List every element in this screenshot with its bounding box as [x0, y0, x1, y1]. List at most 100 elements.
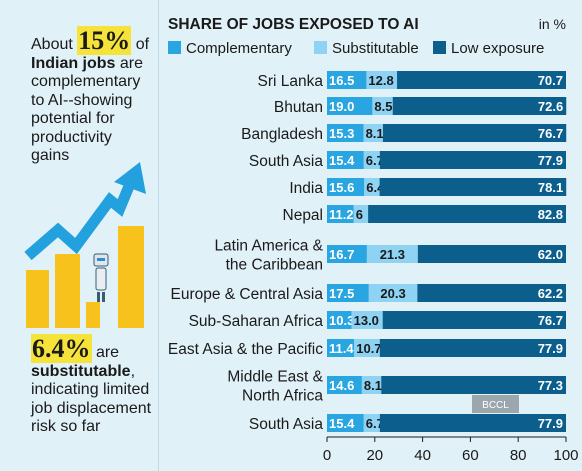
bar-segment-low-exposure [417, 284, 566, 302]
x-tick-label: 80 [510, 447, 527, 464]
data-label: 15.4 [329, 416, 355, 431]
bar-segment-substitutable [372, 97, 393, 115]
x-tick-label: 0 [323, 447, 331, 464]
blurb-substitutable: 6.4% are substitutable, indicating limit… [31, 334, 153, 437]
x-axis: 0 20 40 60 80 100 [323, 436, 579, 464]
category-label: Europe & Central Asia [170, 286, 323, 303]
category-label: South Asia [249, 153, 323, 170]
data-label: 77.3 [538, 378, 563, 393]
category-label: Bhutan [274, 99, 323, 116]
bar-segment-complementary [327, 205, 354, 223]
arrow-head-icon [114, 162, 146, 194]
robot-icon [93, 253, 109, 302]
bar-segment-complementary [327, 376, 362, 394]
x-tick-label: 100 [553, 447, 578, 464]
chart-row: East Asia & the Pacific 11.4 10.7 77.9 [168, 339, 566, 358]
yellow-bar-3 [86, 302, 100, 328]
data-label: 14.6 [329, 378, 354, 393]
x-tick-label: 20 [366, 447, 383, 464]
data-label: 8.5 [374, 99, 392, 114]
data-label: 13.0 [354, 313, 379, 328]
bar-segment-substitutable [361, 376, 382, 394]
bar-segment-substitutable [364, 178, 380, 196]
chart-rows: Sri Lanka 16.5 12.8 70.7 Bhutan 19.0 8.5 72.6 Ba… [168, 71, 567, 433]
sidebar-panel: About 15% of Indian jobs are complementa… [0, 0, 159, 471]
blurb2-are: are [91, 344, 120, 361]
blurb-complementary: About 15% of Indian jobs are complementa… [31, 26, 153, 166]
chart-row: Nepal 11.2 6 82.8 [283, 205, 566, 224]
chart-row: Sri Lanka 16.5 12.8 70.7 [258, 71, 566, 90]
bar-segment-complementary [327, 245, 367, 263]
blurb1-percent: 15% [77, 26, 132, 55]
legend-swatch-1 [314, 41, 327, 54]
data-label: 11.2 [329, 207, 354, 222]
watermark-text: BCCL [482, 400, 509, 411]
bar-segment-substitutable [366, 71, 398, 89]
blurb1-bold: Indian jobs [31, 54, 116, 72]
bar-segment-substitutable [368, 284, 418, 302]
blurb1-pre: About [31, 36, 78, 53]
blurb1-rest: are complementary to AI--showing potenti… [31, 54, 144, 165]
blurb2-rest: , indicating limited job displacement ri… [31, 362, 152, 436]
bar-segment-complementary [327, 311, 352, 329]
bar-segment-low-exposure [368, 205, 566, 223]
data-label: 19.0 [329, 99, 354, 114]
bar-segment-substitutable [363, 151, 380, 169]
legend-swatch-0 [168, 41, 181, 54]
data-label: 76.7 [538, 126, 563, 141]
chart-row: South Asia 15.4 6.7 77.9 [249, 151, 566, 170]
bar-segment-complementary [327, 339, 355, 357]
growth-arrow-line [24, 171, 140, 261]
yellow-bar-2 [55, 254, 80, 328]
data-label: 82.8 [538, 207, 563, 222]
bar-segment-substitutable [353, 205, 369, 223]
legend-label-1: Substitutable [332, 40, 419, 57]
bar-segment-complementary [327, 97, 373, 115]
data-label: 15.3 [329, 126, 354, 141]
category-label: Sri Lanka [258, 73, 324, 90]
chart-title: SHARE OF JOBS EXPOSED TO AI [168, 16, 419, 33]
data-label: 21.3 [380, 247, 405, 262]
yellow-bar-4 [118, 226, 144, 328]
data-label: 77.9 [538, 416, 563, 431]
bar-segment-low-exposure [392, 97, 567, 115]
chart-row: Europe & Central Asia 17.5 20.3 62.2 [170, 284, 566, 303]
bar-segment-low-exposure [379, 151, 566, 169]
data-label: 72.6 [538, 99, 563, 114]
bar-segment-complementary [327, 124, 364, 142]
bar-segment-low-exposure [382, 124, 567, 142]
bar-segment-low-exposure [379, 178, 567, 196]
chart-row: South Asia 15.4 6.7 77.9 [249, 414, 566, 433]
blurb2-bold: substitutable [31, 362, 131, 380]
bar-segment-complementary [327, 71, 367, 89]
watermark: BCCL [472, 395, 519, 413]
x-tick-label: 60 [462, 447, 479, 464]
data-label: 6.7 [366, 416, 384, 431]
category-label: India [289, 180, 323, 197]
chart-row: Bangladesh 15.3 8.1 76.7 [241, 124, 567, 143]
category-label: North Africa [242, 388, 323, 405]
data-label: 10.3 [329, 313, 354, 328]
yellow-bar-1 [26, 270, 49, 328]
bar-segment-substitutable [363, 124, 383, 142]
category-label: East Asia & the Pacific [168, 341, 323, 358]
chart-row: Middle East & North Africa 14.6 8.1 77.3 [227, 369, 566, 405]
bar-segment-low-exposure [382, 311, 566, 329]
data-label: 62.0 [538, 247, 563, 262]
x-tick-label: 40 [414, 447, 431, 464]
data-label: 6.7 [366, 153, 384, 168]
data-label: 76.7 [538, 313, 563, 328]
blurb2-percent: 6.4% [31, 334, 92, 363]
legend-label-0: Complementary [186, 40, 292, 57]
data-label: 77.9 [538, 341, 563, 356]
data-label: 12.8 [368, 73, 393, 88]
bar-segment-low-exposure [379, 339, 566, 357]
data-label: 11.4 [329, 341, 354, 356]
data-label: 77.9 [538, 153, 563, 168]
data-label: 62.2 [538, 286, 563, 301]
category-label: South Asia [249, 416, 323, 433]
bar-segment-complementary [327, 414, 364, 432]
data-label: 78.1 [538, 180, 563, 195]
bar-segment-low-exposure [381, 376, 566, 394]
